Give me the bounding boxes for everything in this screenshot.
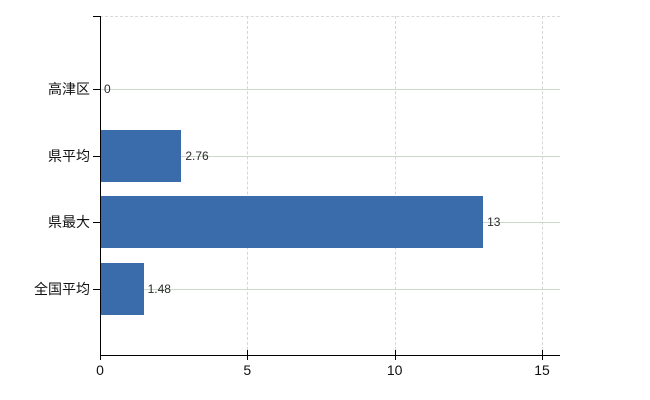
bar [100, 196, 484, 248]
x-tick-label: 10 [386, 362, 403, 378]
category-label: 全国平均 [34, 280, 90, 297]
y-axis-tick [93, 89, 100, 90]
x-axis-tick [247, 350, 249, 360]
vertical-gridline [247, 16, 249, 355]
y-axis-tick [93, 155, 100, 157]
plot-top-border [100, 16, 560, 17]
x-tick-label: 5 [243, 362, 252, 378]
value-label: 0 [104, 82, 111, 96]
vertical-gridline [394, 16, 396, 355]
value-label: 13 [487, 215, 501, 229]
x-axis-tick [394, 350, 396, 360]
y-axis [100, 16, 101, 355]
bar [100, 262, 144, 315]
vertical-gridline [542, 16, 543, 355]
value-label: 2.76 [185, 148, 209, 163]
x-axis [100, 355, 560, 356]
category-label: 高津区 [48, 81, 90, 97]
value-label: 1.48 [147, 281, 171, 296]
bar [100, 129, 182, 182]
x-axis-tick [100, 350, 101, 360]
category-label: 県平均 [48, 147, 90, 164]
horizontal-gridline [100, 288, 560, 290]
x-axis-tick [542, 350, 543, 360]
x-tick-label: 0 [96, 362, 104, 378]
x-tick-label: 15 [534, 362, 550, 378]
y-axis-tick [93, 288, 100, 290]
horizontal-gridline [100, 89, 560, 90]
horizontal-gridline [100, 155, 560, 157]
category-label: 県最大 [48, 214, 90, 230]
y-axis-tick [93, 222, 100, 223]
y-axis-top-tick [93, 16, 100, 17]
